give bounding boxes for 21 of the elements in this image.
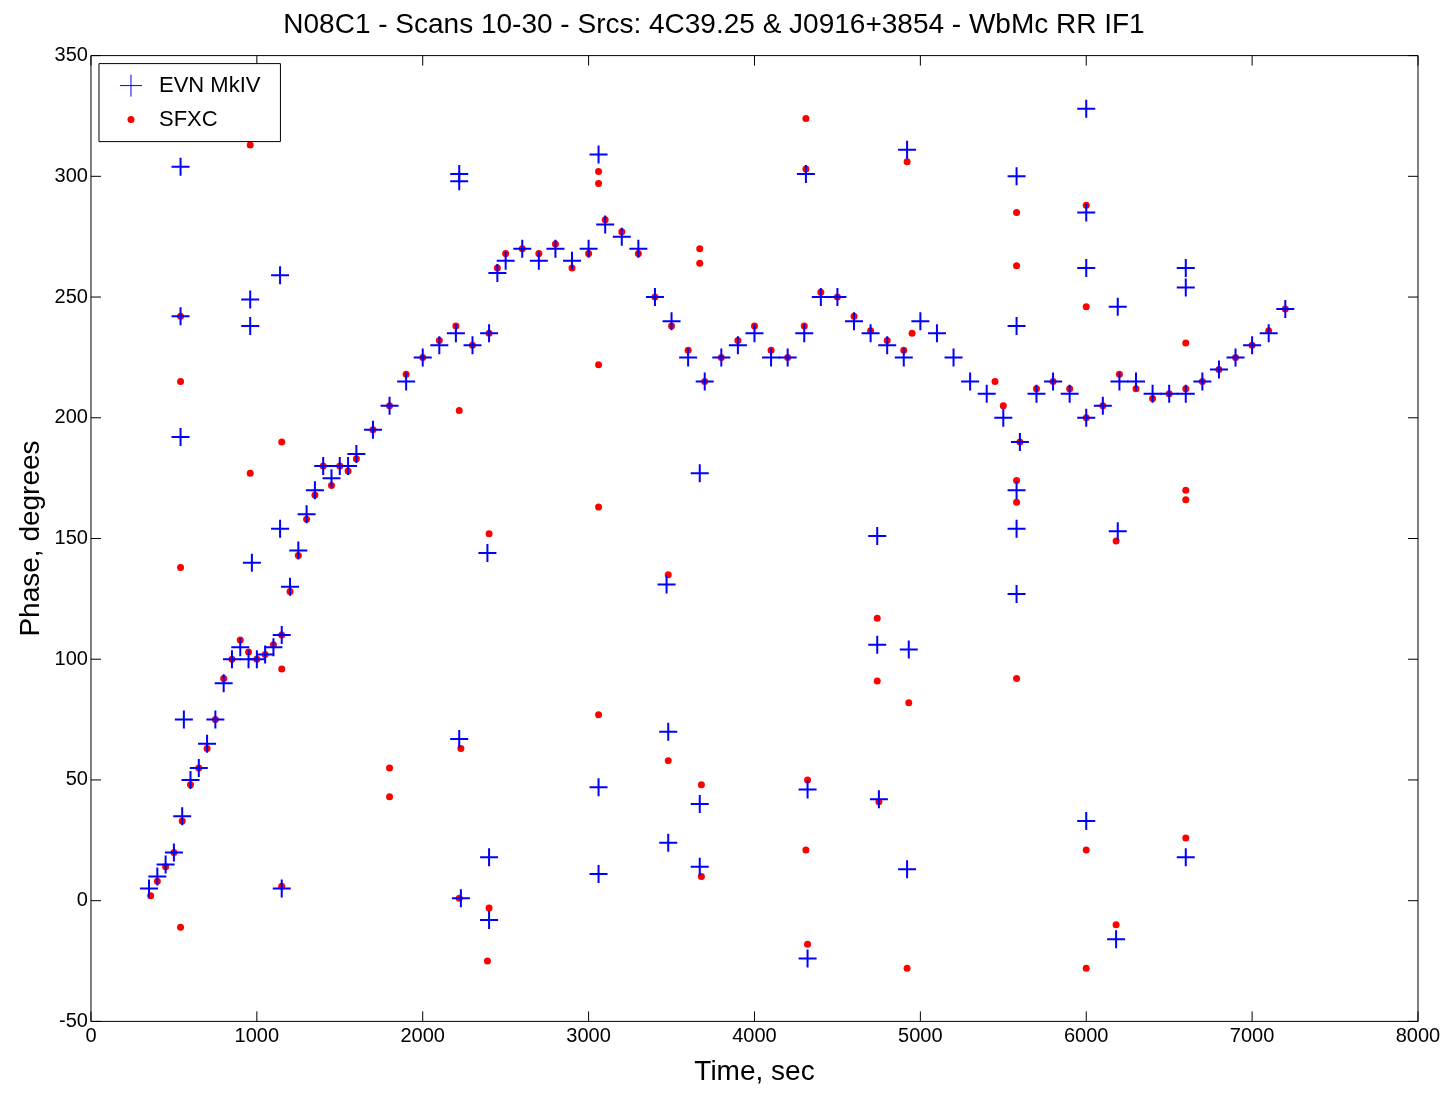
x-tick-label: 3000 xyxy=(566,1023,611,1046)
legend-label: EVN MkIV xyxy=(158,71,261,97)
y-tick-label: 100 xyxy=(54,646,88,669)
x-tick-label: 4000 xyxy=(732,1023,777,1046)
y-tick-label: 300 xyxy=(54,163,88,186)
y-tick-label: 250 xyxy=(54,284,88,307)
y-tick-label: 200 xyxy=(54,405,88,428)
x-tick-label: 1000 xyxy=(234,1023,280,1046)
x-tick-label: 2000 xyxy=(400,1023,445,1046)
y-axis-title: Phase, degrees xyxy=(13,440,45,637)
x-tick-label: 6000 xyxy=(1063,1023,1109,1046)
y-tick-label: 350 xyxy=(54,43,88,66)
legend-label: SFXC xyxy=(158,105,218,131)
y-tick-label: 0 xyxy=(76,888,88,911)
chart-title: N08C1 - Scans 10-30 - Srcs: 4C39.25 & J0916+3854 - WbMc RR IF1 xyxy=(283,7,1145,39)
y-tick-label: 150 xyxy=(54,526,88,549)
x-axis-title: Time, sec xyxy=(694,1054,815,1086)
y-tick-label: 50 xyxy=(65,767,88,790)
x-tick-label: 8000 xyxy=(1395,1023,1441,1046)
x-tick-label: 7000 xyxy=(1229,1023,1275,1046)
x-tick-label: 5000 xyxy=(898,1023,943,1046)
